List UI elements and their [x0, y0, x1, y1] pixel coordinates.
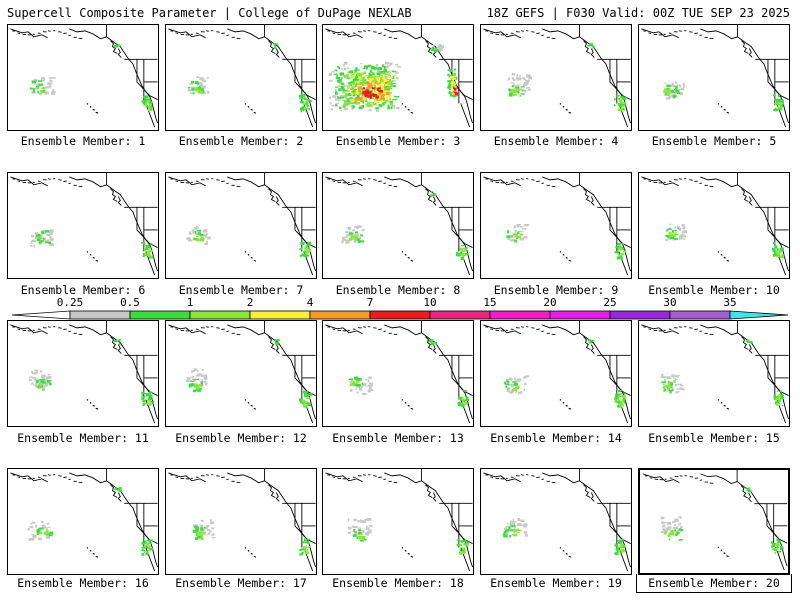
member-panel-12[interactable] — [165, 320, 317, 427]
member-panel-20[interactable] — [638, 468, 790, 575]
member-label-3: Ensemble Member: 3 — [335, 134, 461, 148]
member-panel-14[interactable] — [480, 320, 632, 427]
colorbar-segment — [369, 310, 431, 320]
member-label-17: Ensemble Member: 17 — [175, 576, 307, 590]
chart-title: Supercell Composite Parameter | College … — [7, 6, 412, 20]
member-panel-1[interactable] — [7, 24, 159, 131]
member-map-7 — [168, 173, 316, 276]
colorbar-tick-label: 7 — [367, 296, 374, 309]
member-label-12: Ensemble Member: 12 — [175, 431, 307, 445]
member-map-9 — [483, 173, 631, 276]
colorbar-segment — [189, 310, 251, 320]
member-label-2: Ensemble Member: 2 — [178, 134, 304, 148]
colorbar-tick-label: 10 — [423, 296, 436, 309]
member-label-5: Ensemble Member: 5 — [651, 134, 777, 148]
member-label-13: Ensemble Member: 13 — [332, 431, 464, 445]
colorbar-segment — [69, 310, 131, 320]
member-map-3 — [325, 25, 473, 128]
member-panel-16[interactable] — [7, 468, 159, 575]
colorbar-tick-label: 0.5 — [120, 296, 140, 309]
member-map-1 — [10, 25, 158, 128]
colorbar-segment — [129, 310, 191, 320]
member-map-11 — [10, 321, 158, 424]
colorbar-segment — [309, 310, 371, 320]
member-panel-8[interactable] — [322, 172, 474, 279]
member-panel-19[interactable] — [480, 468, 632, 575]
colorbar-over-triangle — [729, 310, 789, 320]
member-label-4: Ensemble Member: 4 — [493, 134, 619, 148]
member-label-18: Ensemble Member: 18 — [332, 576, 464, 590]
colorbar-legend: 0.25 0.5 1 2 4 7 10 15 20 25 30 35 — [11, 296, 789, 320]
member-label-19: Ensemble Member: 19 — [490, 576, 622, 590]
member-map-16 — [10, 469, 158, 572]
member-label-9: Ensemble Member: 9 — [493, 283, 619, 297]
colorbar-segment — [429, 310, 491, 320]
member-panel-11[interactable] — [7, 320, 159, 427]
colorbar-tick-label: 2 — [247, 296, 254, 309]
member-map-19 — [483, 469, 631, 572]
colorbar-segment — [489, 310, 551, 320]
member-label-16: Ensemble Member: 16 — [17, 576, 149, 590]
run-valid-time: 18Z GEFS | F030 Valid: 00Z TUE SEP 23 20… — [486, 6, 790, 20]
member-map-2 — [168, 25, 316, 128]
colorbar-tick-label: 25 — [603, 296, 616, 309]
colorbar-tick-label: 4 — [307, 296, 314, 309]
member-panel-18[interactable] — [322, 468, 474, 575]
member-label-7: Ensemble Member: 7 — [178, 283, 304, 297]
colorbar-tick-label: 35 — [723, 296, 736, 309]
member-panel-13[interactable] — [322, 320, 474, 427]
member-panel-10[interactable] — [638, 172, 790, 279]
member-panel-5[interactable] — [638, 24, 790, 131]
member-label-8: Ensemble Member: 8 — [335, 283, 461, 297]
member-panel-2[interactable] — [165, 24, 317, 131]
member-panel-6[interactable] — [7, 172, 159, 279]
member-map-14 — [483, 321, 631, 424]
colorbar-segment — [609, 310, 671, 320]
member-label-20: Ensemble Member: 20 — [636, 574, 792, 593]
member-map-20 — [642, 470, 788, 571]
member-map-5 — [641, 25, 789, 128]
member-label-10: Ensemble Member: 10 — [648, 283, 780, 297]
member-map-12 — [168, 321, 316, 424]
member-map-8 — [325, 173, 473, 276]
member-map-15 — [641, 321, 789, 424]
member-map-4 — [483, 25, 631, 128]
colorbar-under-triangle — [11, 310, 71, 320]
member-map-17 — [168, 469, 316, 572]
colorbar-segment — [669, 310, 731, 320]
member-map-6 — [10, 173, 158, 276]
member-label-11: Ensemble Member: 11 — [17, 431, 149, 445]
member-panel-17[interactable] — [165, 468, 317, 575]
member-label-14: Ensemble Member: 14 — [490, 431, 622, 445]
member-label-6: Ensemble Member: 6 — [20, 283, 146, 297]
colorbar-tick-label: 1 — [187, 296, 194, 309]
member-panel-9[interactable] — [480, 172, 632, 279]
member-panel-15[interactable] — [638, 320, 790, 427]
colorbar-segment — [549, 310, 611, 320]
member-panel-3[interactable] — [322, 24, 474, 131]
colorbar-segment — [249, 310, 311, 320]
member-label-15: Ensemble Member: 15 — [648, 431, 780, 445]
colorbar-tick-label: 20 — [543, 296, 556, 309]
member-label-1: Ensemble Member: 1 — [20, 134, 146, 148]
member-map-10 — [641, 173, 789, 276]
colorbar-tick-label: 0.25 — [57, 296, 84, 309]
member-panel-4[interactable] — [480, 24, 632, 131]
colorbar-tick-label: 30 — [663, 296, 676, 309]
member-map-18 — [325, 469, 473, 572]
member-panel-7[interactable] — [165, 172, 317, 279]
colorbar-tick-label: 15 — [483, 296, 496, 309]
member-map-13 — [325, 321, 473, 424]
